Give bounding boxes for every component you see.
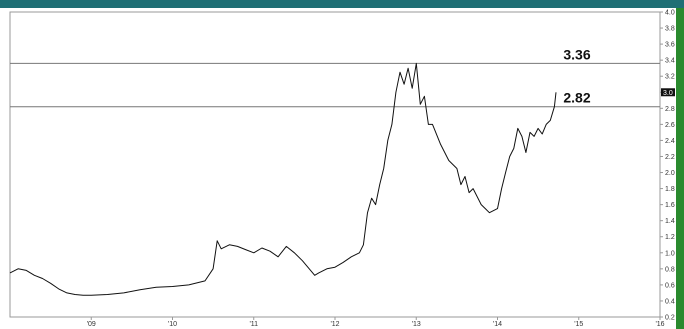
y-tick-label: 4.0 <box>665 10 675 17</box>
y-tick-label: 3.4 <box>665 58 675 65</box>
last-value-label: 3.0 <box>663 90 673 97</box>
y-tick-label: 3.6 <box>665 42 675 49</box>
x-tick-label: '14 <box>493 321 502 328</box>
y-tick-label: 3.2 <box>665 74 675 81</box>
x-tick-label: '15 <box>574 321 583 328</box>
x-tick-label: '12 <box>330 321 339 328</box>
x-tick-label: '16 <box>655 321 664 328</box>
y-tick-label: 0.6 <box>665 282 675 289</box>
side-strip <box>676 8 684 329</box>
y-tick-label: 1.6 <box>665 202 675 209</box>
header-bar <box>0 0 684 8</box>
y-tick-label: 1.4 <box>665 218 675 225</box>
y-tick-label: 0.2 <box>665 315 675 322</box>
y-tick-label: 2.0 <box>665 170 675 177</box>
y-tick-label: 0.8 <box>665 266 675 273</box>
y-tick-label: 2.2 <box>665 154 675 161</box>
y-tick-label: 3.8 <box>665 26 675 33</box>
price-series-line <box>9 62 557 296</box>
series-layer <box>9 62 557 296</box>
last-value-marker <box>661 88 675 97</box>
y-tick-label: 2.6 <box>665 122 675 129</box>
y-tick-label: 2.4 <box>665 138 675 145</box>
y-tick-label: 1.2 <box>665 234 675 241</box>
x-axis: '09 '10 '11 '12 '13 '14 '15 '16 <box>87 317 665 328</box>
y-axis: 4.0 3.8 3.6 3.4 3.2 3.0 2.8 2.6 2.4 2.2 2.0 1.8 1.6 1… <box>660 10 675 322</box>
x-tick-label: '10 <box>168 321 177 328</box>
y-tick-label: 1.0 <box>665 250 675 257</box>
x-tick-label: '11 <box>249 321 258 328</box>
x-tick-label: '09 <box>87 321 96 328</box>
y-tick-label: 0.4 <box>665 298 675 305</box>
y-tick-label: 2.8 <box>665 106 675 113</box>
reference-line-label: 2.82 <box>563 90 590 106</box>
x-tick-label: '13 <box>412 321 421 328</box>
reference-lines: 3.36 2.82 <box>10 46 660 108</box>
last-value-marker-group: 3.0 <box>661 88 675 97</box>
reference-line-label: 3.36 <box>563 46 590 62</box>
y-tick-label: 1.8 <box>665 186 675 193</box>
